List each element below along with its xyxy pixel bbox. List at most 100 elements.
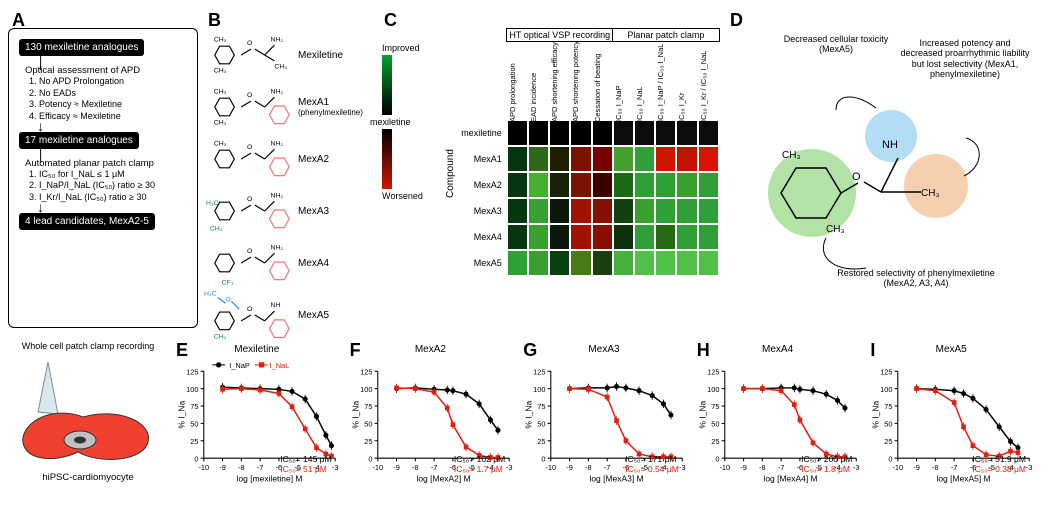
panel-label-a: A	[12, 10, 25, 31]
heatmap-legend: Improved mexiletine Worsened	[382, 43, 423, 201]
svg-text:CH₃: CH₃	[214, 68, 227, 75]
arrow-left-icon	[836, 97, 876, 110]
svg-text:-8: -8	[932, 463, 939, 472]
svg-text:50: 50	[364, 420, 372, 429]
criteria-1: 1. No APD Prolongation 2. No EADs 3. Pot…	[19, 76, 187, 123]
svg-text:CH₃: CH₃	[274, 64, 287, 71]
crit-line: 1. IC₅₀ for I_NaL ≤ 1 μM	[29, 169, 187, 181]
ic50-text: IC₅₀= 51.9 μMIC₅₀= 0.38 μM	[972, 454, 1026, 474]
svg-text:-7: -7	[951, 463, 958, 472]
cartoon-title-top: Whole cell patch clamp recording	[8, 342, 168, 352]
svg-text:125: 125	[533, 367, 545, 376]
svg-text:-10: -10	[719, 463, 730, 472]
svg-text:25: 25	[711, 437, 719, 446]
ic50-text: IC₅₀= 145 μMIC₅₀= 51 μM	[280, 454, 331, 474]
panel-label-c: C	[384, 10, 397, 31]
svg-text:CH₃: CH₃	[214, 36, 227, 43]
svg-text:-7: -7	[778, 463, 785, 472]
legend-gradient	[382, 55, 392, 115]
orange-circle-icon	[904, 154, 968, 218]
legend-top: Improved	[382, 43, 423, 53]
svg-text:O: O	[247, 40, 252, 47]
molecule-row: H₃CCH₃ONH₂MexA3	[204, 186, 374, 236]
svg-text:50: 50	[885, 420, 893, 429]
svg-text:O: O	[226, 296, 231, 303]
svg-text:H₃C: H₃C	[204, 291, 217, 297]
svg-text:H₃C: H₃C	[206, 200, 219, 207]
svg-text:O: O	[247, 92, 252, 99]
molecule-label: Mexiletine	[294, 50, 343, 61]
arrow-icon: ↓	[19, 123, 187, 130]
panel-label-i: I	[870, 340, 875, 361]
svg-text:O: O	[247, 248, 252, 255]
heatmap: HT optical VSP recordingPlanar patch cla…	[380, 28, 720, 277]
svg-text:% I_Na: % I_Na	[698, 401, 708, 429]
svg-text:-3: -3	[853, 463, 860, 472]
svg-text:-9: -9	[566, 463, 573, 472]
svg-text:100: 100	[533, 385, 545, 394]
svg-text:-10: -10	[546, 463, 557, 472]
svg-text:125: 125	[707, 367, 719, 376]
chart-g: G MexA30255075100125-10-9-8-7-6-5-4-3% I…	[519, 342, 689, 504]
crit-line: 2. I_NaP/I_NaL (IC₅₀) ratio ≥ 30	[29, 180, 187, 192]
legend-gradient-2	[382, 129, 392, 189]
svg-text:125: 125	[186, 367, 198, 376]
chart-e: E Mexiletine0255075100125-10-9-8-7-6-5-4…	[172, 342, 342, 504]
svg-text:% I_Na: % I_Na	[350, 401, 360, 429]
figure: A 130 mexiletine analogues │ Optical ass…	[8, 8, 1042, 504]
svg-text:NH₂: NH₂	[271, 88, 284, 95]
crit-line: 2. No EADs	[29, 88, 187, 100]
svg-text:-7: -7	[430, 463, 437, 472]
chart-title: MexA4	[693, 344, 863, 355]
svg-text:-9: -9	[393, 463, 400, 472]
molecule-label: MexA4	[294, 258, 329, 269]
svg-text:75: 75	[190, 402, 198, 411]
svg-text:25: 25	[364, 437, 372, 446]
svg-text:-7: -7	[604, 463, 611, 472]
svg-text:O: O	[247, 144, 252, 151]
panel-label-g: G	[523, 340, 537, 361]
legend-bot: Worsened	[382, 191, 423, 201]
blue-circle-icon	[865, 110, 917, 162]
svg-text:O: O	[247, 196, 252, 203]
svg-text:log [mexiletine] M: log [mexiletine] M	[237, 473, 303, 483]
svg-text:% I_Na: % I_Na	[871, 401, 881, 429]
molecule-label: MexA5	[294, 310, 329, 321]
crit-line: 1. No APD Prolongation	[29, 76, 187, 88]
svg-text:I_NaP: I_NaP	[229, 361, 250, 370]
heatmap-table: HT optical VSP recordingPlanar patch cla…	[450, 28, 720, 277]
svg-text:100: 100	[707, 385, 719, 394]
svg-text:-8: -8	[412, 463, 419, 472]
svg-text:NH₂: NH₂	[271, 140, 284, 147]
svg-text:CH₃: CH₃	[210, 226, 223, 233]
arrow-bottom-icon	[823, 238, 866, 269]
panel-label-f: F	[350, 340, 361, 361]
svg-text:% I_Na: % I_Na	[524, 401, 534, 429]
flow-hdr-2: Automated planar patch clamp	[19, 158, 187, 169]
panel-label-h: H	[697, 340, 710, 361]
arrow-icon: │	[19, 151, 187, 158]
ic50-text: IC₅₀> 102 μMIC₅₀= 1.7 μM	[454, 454, 505, 474]
svg-text:25: 25	[885, 437, 893, 446]
svg-text:NH₂: NH₂	[271, 36, 284, 43]
svg-text:-9: -9	[740, 463, 747, 472]
svg-text:100: 100	[881, 385, 893, 394]
flow-hdr-1: Optical assessment of APD	[19, 65, 187, 76]
crit-line: 3. I_Kr/I_NaL (IC₅₀) ratio ≥ 30	[29, 192, 187, 204]
svg-text:NH₂: NH₂	[271, 192, 284, 199]
bottom-row: Whole cell patch clamp recording hiPSC-c…	[8, 342, 1036, 504]
chart-title: MexA3	[519, 344, 689, 355]
svg-text:100: 100	[186, 385, 198, 394]
panel-d: D Decreased cellular toxicity (MexA5) In…	[726, 8, 1036, 342]
svg-text:O: O	[247, 306, 252, 313]
svg-text:125: 125	[881, 367, 893, 376]
svg-text:log [MexA5] M: log [MexA5] M	[937, 473, 991, 483]
chart-title: MexA2	[346, 344, 516, 355]
svg-text:75: 75	[885, 402, 893, 411]
svg-text:-7: -7	[257, 463, 264, 472]
svg-text:-10: -10	[198, 463, 209, 472]
svg-text:50: 50	[537, 420, 545, 429]
svg-text:-8: -8	[238, 463, 245, 472]
panel-b: B CH₃CH₃ONH₂CH₃MexiletineCH₃CH₃ONH₂MexA1…	[204, 8, 374, 342]
svg-text:-10: -10	[372, 463, 383, 472]
